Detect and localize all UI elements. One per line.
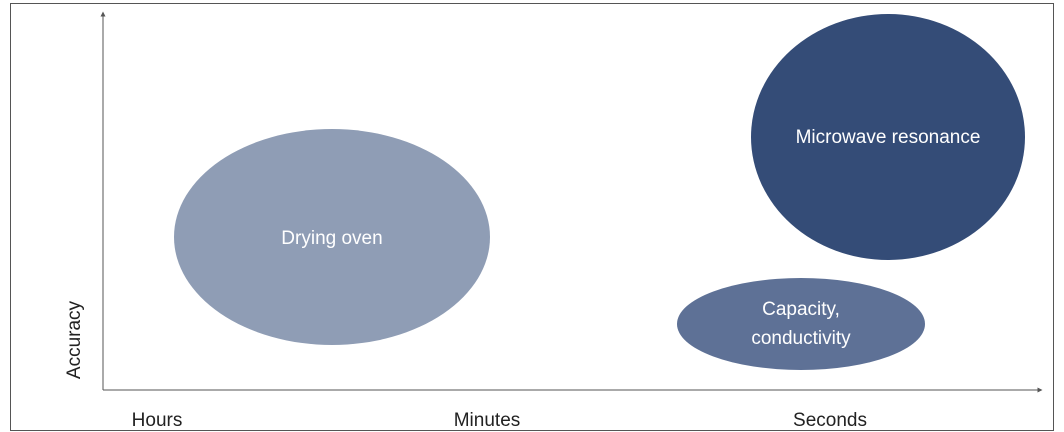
bubble-drying-oven-label: Drying oven	[281, 228, 382, 249]
bubble-drying-oven-shape	[174, 129, 490, 345]
bubble-capacity-conductivity-label-line-2: conductivity	[751, 328, 851, 349]
x-axis-tick-seconds: Seconds	[793, 410, 867, 431]
diagram-border	[10, 3, 1054, 431]
bubble-microwave-resonance: Microwave resonance	[751, 14, 1025, 260]
bubble-capacity-conductivity: Capacity, conductivity	[677, 278, 925, 370]
x-axis-tick-hours: Hours	[132, 410, 183, 431]
bubble-capacity-conductivity-shape	[677, 278, 925, 370]
bubble-capacity-conductivity-label-line-1: Capacity,	[762, 299, 840, 320]
x-axis-tick-minutes: Minutes	[454, 410, 521, 431]
y-axis-title: Accuracy	[64, 300, 85, 379]
bubble-microwave-resonance-label: Microwave resonance	[796, 127, 981, 148]
bubble-drying-oven: Drying oven	[174, 129, 490, 345]
bubble-microwave-resonance-shape	[751, 14, 1025, 260]
